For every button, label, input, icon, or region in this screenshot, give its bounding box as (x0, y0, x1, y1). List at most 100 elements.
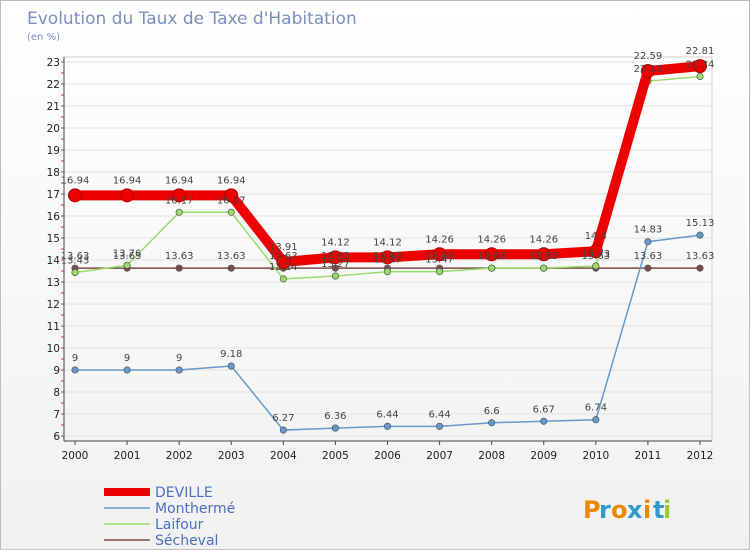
unit-label: (en %) (27, 32, 60, 43)
y-tick-label: 14 (47, 255, 61, 267)
data-label-laifour: 16.17 (165, 195, 194, 206)
data-label-deville: 14.26 (425, 234, 454, 245)
data-point-laifour (227, 208, 235, 216)
proxiti-logo: Pr o x i ti (583, 496, 671, 524)
data-label-montherme: 6.6 (484, 406, 500, 417)
data-label-deville: 22.59 (634, 51, 663, 62)
data-label-deville: 14.26 (477, 234, 506, 245)
logo-letter: P (583, 496, 601, 524)
data-label-laifour: 13.73 (582, 249, 611, 260)
data-point-montherme (436, 422, 444, 430)
y-tick-label: 21 (47, 101, 60, 113)
y-tick-label: 10 (47, 343, 60, 355)
data-label-deville: 14.4 (585, 231, 607, 242)
data-label-montherme: 6.67 (533, 404, 555, 415)
y-tick-label: 7 (53, 409, 60, 421)
data-label-secheval: 13.63 (113, 251, 142, 262)
x-tick-label: 2012 (687, 450, 714, 462)
data-point-deville (484, 247, 499, 262)
data-label-laifour: 13.14 (269, 262, 298, 273)
data-label-secheval: 13.63 (686, 251, 715, 262)
legend-label-laifour: Laifour (155, 517, 204, 533)
data-label-deville: 16.94 (113, 175, 142, 186)
data-point-montherme (383, 422, 392, 430)
data-label-laifour: 13.43 (61, 256, 90, 267)
data-label-deville: 14.12 (321, 237, 350, 248)
x-tick-label: 2008 (478, 450, 505, 462)
data-point-montherme (696, 231, 704, 239)
data-label-montherme: 9.18 (220, 349, 242, 360)
data-label-deville: 16.94 (217, 175, 246, 186)
y-tick-label: 22 (47, 79, 60, 91)
data-point-laifour (488, 264, 496, 272)
legend-label-montherme: Monthermé (155, 501, 235, 517)
x-tick-label: 2010 (582, 450, 609, 462)
x-tick-label: 2011 (635, 450, 662, 462)
y-tick-label: 15 (47, 233, 60, 245)
data-label-montherme: 6.44 (428, 409, 450, 420)
data-point-deville (588, 244, 603, 259)
data-point-deville (120, 188, 135, 203)
data-point-laifour (383, 268, 392, 276)
data-point-laifour (123, 261, 131, 269)
series (68, 59, 707, 434)
data-point-montherme (644, 238, 652, 246)
data-point-deville (172, 188, 187, 203)
data-point-laifour (436, 268, 444, 276)
data-point-laifour (279, 275, 287, 283)
data-label-deville: 14.12 (373, 237, 402, 248)
legend-label-secheval: Sécheval (155, 533, 218, 549)
data-label-laifour: 22.34 (686, 60, 715, 71)
data-label-secheval: 13.63 (582, 251, 611, 262)
data-point-montherme (123, 366, 131, 374)
data-label-montherme: 6.74 (585, 403, 607, 414)
data-label-montherme: 6.44 (376, 409, 398, 420)
data-label-secheval: 13.63 (425, 251, 454, 262)
data-point-laifour (331, 272, 339, 280)
y-tick-label: 6 (53, 431, 60, 443)
data-point-deville (432, 247, 447, 262)
data-point-montherme (279, 426, 287, 434)
data-label-montherme: 14.83 (634, 225, 663, 236)
data-label-deville: 16.94 (165, 175, 194, 186)
data-label-montherme: 9 (124, 353, 130, 364)
data-point-secheval (331, 264, 339, 272)
y-tick-label: 18 (47, 167, 60, 179)
data-point-laifour (71, 268, 79, 277)
legend-label-deville: DEVILLE (155, 485, 213, 501)
data-label-montherme: 9 (176, 353, 182, 364)
data-label-secheval: 13.63 (634, 251, 663, 262)
x-tick-label: 2001 (114, 450, 141, 462)
data-label-montherme: 6.27 (272, 413, 294, 424)
data-point-montherme (71, 366, 79, 374)
data-label-deville: 14.26 (529, 234, 558, 245)
y-tick-label: 17 (47, 189, 60, 201)
x-tick-label: 2003 (218, 450, 245, 462)
data-point-deville (693, 59, 707, 74)
data-point-secheval (175, 264, 183, 272)
data-label-montherme: 15.13 (686, 218, 715, 229)
y-tick-label: 12 (47, 299, 60, 311)
data-point-deville (640, 64, 655, 79)
data-point-secheval (644, 264, 652, 272)
data-label-montherme: 6.36 (324, 411, 346, 422)
data-point-deville (536, 247, 551, 262)
data-point-montherme (175, 366, 183, 374)
axes: 6 7 8 9 10 11 12 13 14 15 16 17 18 19 20 21 22 23 2000 2001… (47, 57, 714, 462)
data-point-secheval (696, 264, 704, 272)
data-label-secheval: 13.63 (165, 251, 194, 262)
x-tick-label: 2009 (530, 450, 557, 462)
data-label-laifour: 16.17 (217, 195, 246, 206)
x-tick-label: 2007 (426, 450, 453, 462)
data-point-montherme (227, 362, 235, 370)
y-tick-label: 20 (47, 123, 60, 135)
data-label-secheval: 13.63 (217, 251, 246, 262)
data-label-secheval: 13.63 (373, 251, 402, 262)
data-point-laifour (696, 72, 704, 81)
x-tick-label: 2004 (270, 450, 297, 462)
data-point-montherme (488, 419, 496, 427)
x-tick-label: 2006 (374, 450, 401, 462)
data-point-montherme (592, 416, 600, 424)
